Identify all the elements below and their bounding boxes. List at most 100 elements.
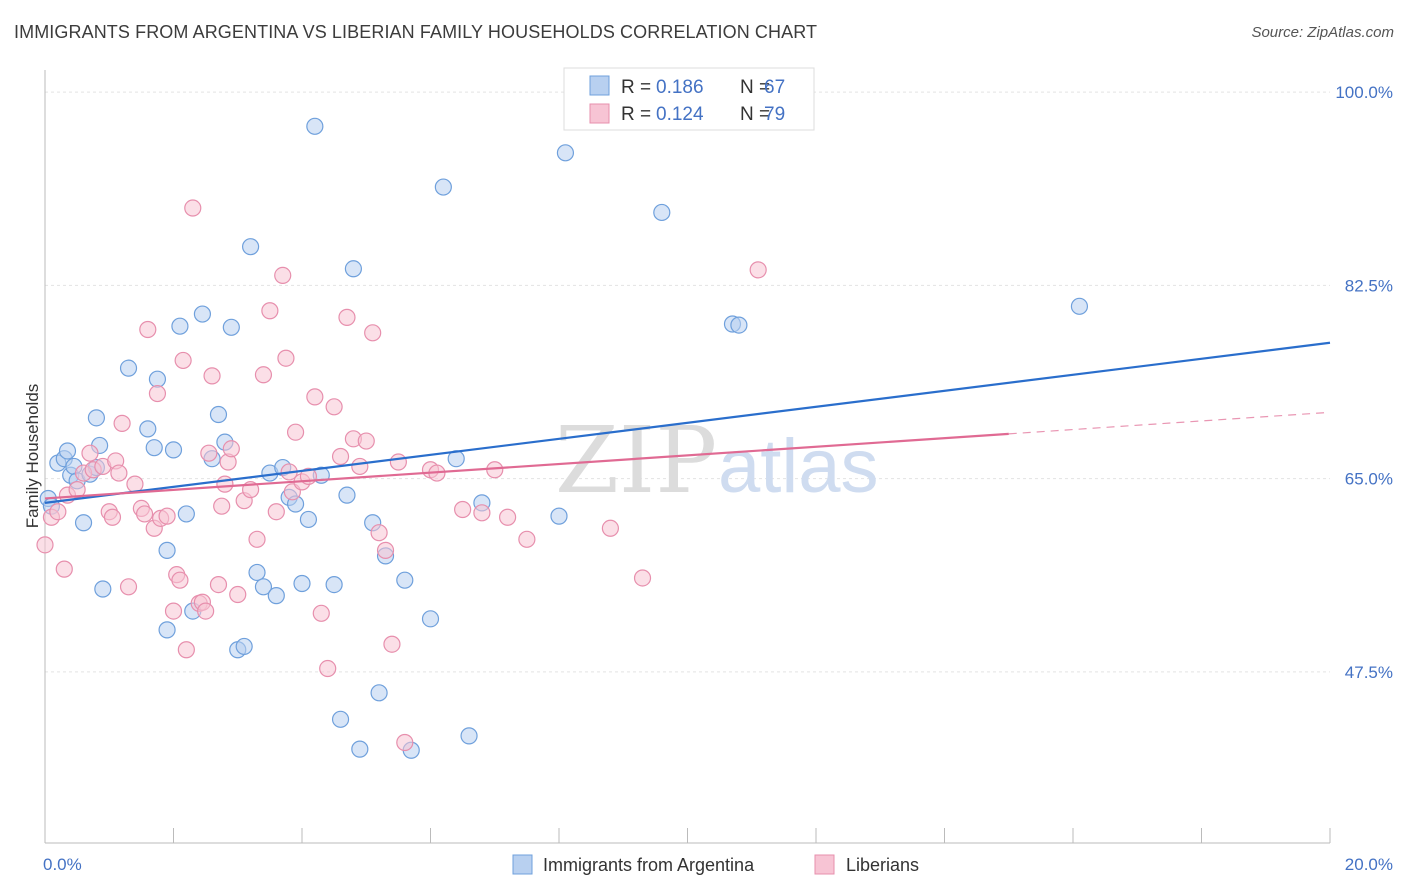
- watermark-zip: ZIP: [555, 407, 717, 514]
- point-liberians-33: [200, 444, 218, 462]
- point-argentina-56: [460, 727, 478, 745]
- point-argentina-35: [267, 587, 285, 605]
- point-liberians-34: [203, 367, 221, 385]
- point-argentina-46: [344, 260, 362, 278]
- point-liberians-39: [222, 440, 240, 458]
- point-liberians-15: [119, 578, 138, 596]
- point-liberians-54: [306, 388, 324, 406]
- legend-r-label-0: R =: [621, 77, 651, 98]
- point-liberians-28: [177, 641, 195, 659]
- point-liberians-65: [376, 541, 395, 559]
- legend-n-label-1: N =: [740, 104, 770, 125]
- point-liberians-74: [499, 508, 517, 526]
- chart-title: IMMIGRANTS FROM ARGENTINA VS LIBERIAN FA…: [14, 22, 818, 42]
- point-liberians-2: [49, 503, 67, 521]
- trend-line-liberians: [44, 432, 1009, 500]
- point-argentina-45: [338, 486, 356, 504]
- point-argentina-24: [193, 305, 212, 323]
- point-argentina-47: [351, 740, 369, 758]
- point-liberians-14: [113, 414, 131, 432]
- data-points: [36, 117, 1089, 759]
- point-argentina-12: [87, 409, 106, 427]
- point-liberians-36: [213, 497, 231, 515]
- point-liberians-40: [229, 585, 247, 604]
- y-tick-1: 65.0%: [1345, 470, 1393, 489]
- point-argentina-17: [148, 370, 167, 388]
- point-argentina-15: [139, 420, 157, 438]
- legend-r-0: 0.186: [656, 77, 704, 98]
- point-liberians-47: [274, 266, 292, 284]
- point-liberians-21: [148, 384, 167, 403]
- point-liberians-63: [364, 324, 382, 342]
- legend-n-1: 79: [764, 104, 785, 125]
- point-liberians-76: [601, 519, 620, 537]
- point-argentina-54: [434, 178, 452, 196]
- point-argentina-51: [396, 571, 414, 589]
- point-argentina-44: [331, 710, 350, 728]
- y-tick-2: 82.5%: [1345, 276, 1393, 295]
- point-argentina-43: [325, 575, 343, 594]
- point-argentina-49: [370, 684, 388, 702]
- point-liberians-5: [68, 481, 86, 499]
- point-liberians-51: [286, 423, 305, 441]
- point-liberians-61: [351, 457, 369, 476]
- point-liberians-29: [184, 199, 202, 217]
- x-tick-1: 20.0%: [1345, 855, 1393, 874]
- watermark-atlas: atlas: [718, 424, 879, 509]
- y-axis-label: Family Households: [23, 384, 42, 529]
- point-argentina-58: [550, 507, 568, 525]
- point-liberians-62: [357, 432, 375, 450]
- bottom-legend-liberians: Liberians: [846, 855, 919, 875]
- y-tick-0: 47.5%: [1345, 663, 1393, 682]
- point-argentina-28: [222, 318, 240, 336]
- point-liberians-46: [267, 503, 285, 521]
- point-liberians-18: [135, 505, 154, 523]
- point-liberians-37: [216, 475, 234, 493]
- point-argentina-40: [299, 510, 318, 529]
- point-argentina-62: [730, 316, 748, 334]
- point-argentina-32: [248, 563, 266, 582]
- legend-r-label-1: R =: [621, 104, 651, 125]
- point-liberians-11: [103, 508, 122, 526]
- point-liberians-71: [454, 500, 472, 519]
- point-liberians-64: [370, 524, 388, 542]
- point-liberians-19: [139, 320, 157, 339]
- trend-lines: [44, 341, 1331, 504]
- point-argentina-26: [209, 405, 228, 424]
- point-argentina-20: [164, 441, 183, 459]
- point-liberians-55: [312, 604, 330, 622]
- point-liberians-35: [209, 575, 228, 594]
- point-liberians-66: [383, 635, 401, 653]
- point-liberians-56: [319, 659, 337, 678]
- y-tick-3: 100.0%: [1335, 83, 1393, 102]
- legend-n-0: 67: [764, 77, 785, 98]
- point-liberians-43: [248, 530, 266, 548]
- chart-source: Source: ZipAtlas.com: [1251, 24, 1394, 41]
- point-argentina-4: [58, 442, 77, 460]
- point-argentina-30: [235, 637, 253, 656]
- point-liberians-32: [197, 602, 215, 620]
- bottom-legend-swatch-liberians: [814, 854, 835, 875]
- bottom-legend-swatch-argentina: [512, 854, 533, 875]
- point-argentina-18: [158, 541, 176, 559]
- point-liberians-26: [171, 571, 189, 589]
- point-liberians-78: [749, 261, 767, 279]
- point-liberians-24: [164, 602, 183, 620]
- point-liberians-13: [110, 464, 128, 482]
- trend-line-argentina: [44, 341, 1331, 504]
- point-liberians-23: [158, 507, 176, 525]
- point-liberians-16: [126, 475, 144, 493]
- x-tick-0: 0.0%: [43, 855, 82, 874]
- point-argentina-53: [421, 610, 440, 628]
- legend-r-1: 0.124: [656, 104, 704, 125]
- point-liberians-3: [55, 560, 73, 578]
- point-liberians-45: [261, 302, 279, 320]
- grid-lines: [45, 91, 1330, 673]
- bottom-legend: Immigrants from Argentina Liberians: [512, 854, 919, 875]
- point-liberians-67: [389, 453, 407, 471]
- point-argentina-63: [1070, 297, 1089, 315]
- point-liberians-27: [174, 351, 192, 370]
- legend-n-label-0: N =: [740, 77, 770, 98]
- point-argentina-59: [556, 144, 575, 162]
